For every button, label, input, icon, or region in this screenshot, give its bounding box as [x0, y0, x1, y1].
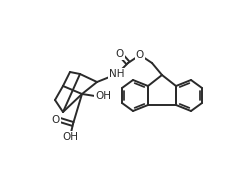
Text: O: O — [52, 115, 60, 125]
Text: OH: OH — [62, 132, 78, 142]
Text: OH: OH — [95, 91, 111, 101]
Text: O: O — [116, 49, 124, 59]
Text: NH: NH — [109, 69, 125, 79]
Text: O: O — [136, 50, 144, 60]
